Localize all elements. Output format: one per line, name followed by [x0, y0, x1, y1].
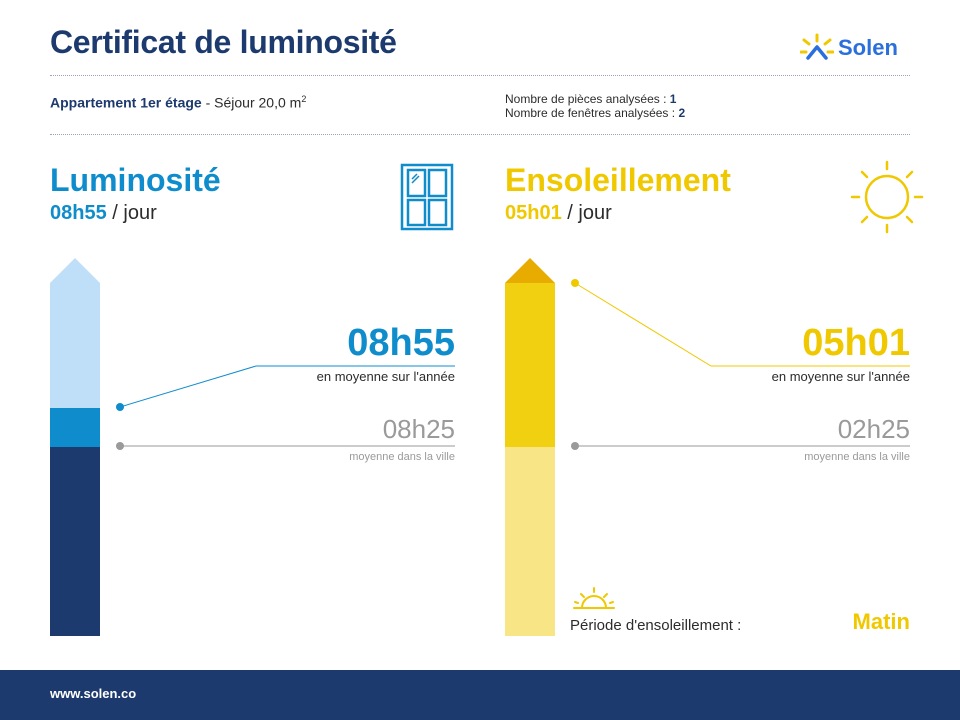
analysis-counts: Nombre de pièces analysées : 1 Nombre de…	[505, 92, 685, 120]
window-icon	[400, 163, 454, 231]
sunshine-period-value: Matin	[852, 609, 910, 634]
gauge-bar-apartment	[50, 408, 100, 447]
divider	[50, 75, 910, 76]
luminosite-city-value: 08h25	[382, 414, 455, 444]
gauge-bar-apartment	[505, 283, 555, 447]
gauge-bar-city	[505, 447, 555, 636]
rooms-value: 1	[669, 92, 677, 106]
footer-url-link[interactable]: www.solen.co	[50, 686, 137, 701]
ensoleillement-caption: en moyenne sur l'année	[771, 369, 910, 384]
luminosite-caption: en moyenne sur l'année	[316, 369, 455, 384]
ensoleillement-duration: 05h01	[505, 202, 562, 224]
footer: www.solen.co	[0, 670, 960, 720]
apartment-name: Appartement 1er étage	[50, 94, 202, 111]
windows-value: 2	[678, 106, 686, 120]
apartment-leader-line	[119, 365, 455, 408]
luminosite-city-caption: moyenne dans la ville	[349, 451, 455, 463]
brand-logo[interactable]: Solen	[800, 32, 910, 64]
ensoleillement-city-caption: moyenne dans la ville	[804, 451, 910, 463]
room-label: - Séjour 20,0 m	[201, 94, 302, 111]
luminosite-duration: 08h55	[50, 202, 107, 224]
divider	[50, 134, 910, 135]
area-unit-exponent: 2	[301, 94, 307, 104]
sun-house-logo-icon	[800, 33, 834, 60]
sunshine-period-label: Période d'ensoleillement :	[570, 617, 742, 634]
gauge-bar-potential	[50, 283, 100, 408]
luminosite-subtitle: 08h55 / jour	[50, 202, 157, 225]
windows-label: Nombre de fenêtres analysées :	[505, 106, 679, 120]
per-day-label: / jour	[106, 202, 157, 224]
ensoleillement-value: 05h01	[802, 322, 910, 364]
rooms-label: Nombre de pièces analysées :	[505, 92, 670, 106]
luminosite-gauge	[50, 258, 455, 636]
ensoleillement-gauge	[505, 258, 910, 636]
luminosite-value: 08h55	[347, 322, 455, 364]
ensoleillement-subtitle: 05h01 / jour	[505, 202, 612, 225]
brand-name: Solen	[838, 35, 898, 60]
gauge-arrow-tip	[50, 258, 100, 283]
sunrise-icon	[573, 587, 615, 609]
per-day-label: / jour	[561, 202, 612, 224]
sun-icon	[850, 160, 924, 234]
apartment-leader-line	[574, 282, 910, 367]
ensoleillement-city-value: 02h25	[837, 414, 910, 444]
apartment-info: Appartement 1er étage - Séjour 20,0 m2	[50, 94, 306, 111]
page-title: Certificat de luminosité	[50, 24, 397, 60]
luminosite-title: Luminosité	[50, 162, 221, 198]
ensoleillement-title: Ensoleillement	[505, 162, 731, 198]
gauge-arrow-tip	[505, 258, 555, 283]
gauge-bar-city	[50, 447, 100, 636]
